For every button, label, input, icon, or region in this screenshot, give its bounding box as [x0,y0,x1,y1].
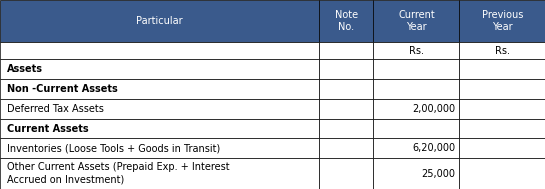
Bar [319,119,373,139]
Text: 2,00,000: 2,00,000 [412,104,455,114]
Bar [0,42,319,59]
Bar [373,59,459,79]
Text: 25,000: 25,000 [421,169,455,179]
Text: Assets: Assets [7,64,43,74]
Bar [459,79,545,99]
Bar [459,119,545,139]
Bar [459,139,545,158]
Bar [319,42,373,59]
Bar [0,59,319,79]
Bar [373,158,459,189]
Text: Non -Current Assets: Non -Current Assets [7,84,117,94]
Text: Deferred Tax Assets: Deferred Tax Assets [7,104,104,114]
Text: Other Current Assets (Prepaid Exp. + Interest
Accrued on Investment): Other Current Assets (Prepaid Exp. + Int… [7,162,229,185]
Bar [0,99,319,119]
Text: Current
Year: Current Year [398,10,435,32]
Bar [373,99,459,119]
Text: Particular: Particular [136,16,183,26]
Bar [0,119,319,139]
Bar [0,79,319,99]
Bar [319,158,373,189]
Text: Rs.: Rs. [409,46,424,56]
Bar [319,59,373,79]
Text: 6,20,000: 6,20,000 [412,143,455,153]
Bar [319,139,373,158]
Bar [459,158,545,189]
Bar [0,0,319,42]
Bar [373,79,459,99]
Bar [459,42,545,59]
Bar [0,158,319,189]
Bar [319,99,373,119]
Bar [459,0,545,42]
Text: Rs.: Rs. [495,46,510,56]
Bar [373,42,459,59]
Bar [319,79,373,99]
Text: Inventories (Loose Tools + Goods in Transit): Inventories (Loose Tools + Goods in Tran… [7,143,220,153]
Text: Note
No.: Note No. [335,10,358,32]
Bar [459,59,545,79]
Bar [319,0,373,42]
Text: Previous
Year: Previous Year [482,10,523,32]
Bar [459,99,545,119]
Bar [373,139,459,158]
Bar [373,119,459,139]
Text: Current Assets: Current Assets [7,124,88,134]
Bar [0,139,319,158]
Bar [373,0,459,42]
